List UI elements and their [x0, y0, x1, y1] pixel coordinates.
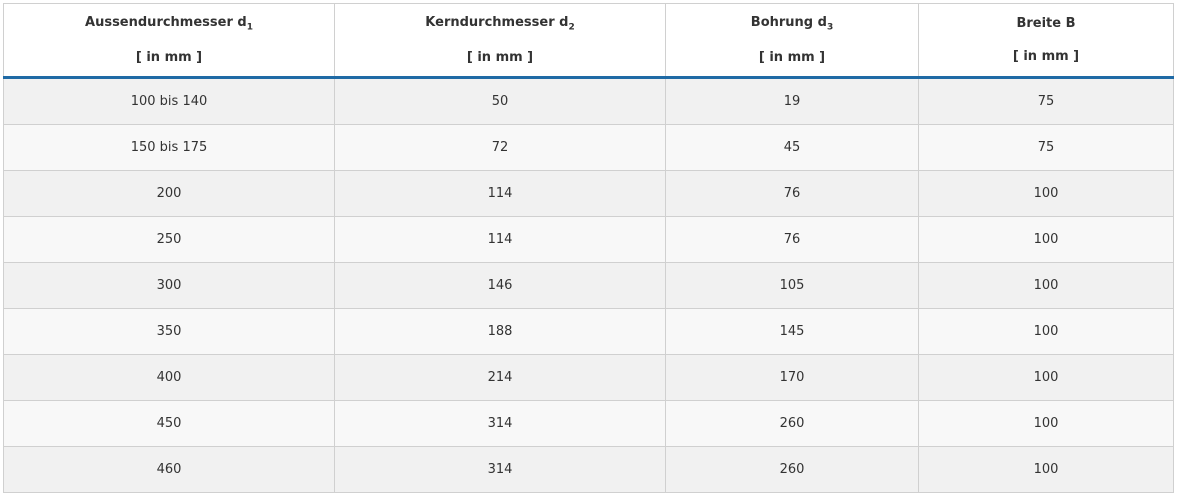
header-subscript: 1 — [246, 22, 253, 33]
table-cell: 170 — [665, 354, 919, 401]
header-label: Breite B — [919, 16, 1173, 31]
table-cell: 100 — [918, 354, 1174, 401]
header-text: Bohrung d — [750, 14, 827, 30]
table-cell: 100 bis 140 — [3, 77, 335, 125]
table-cell: 19 — [665, 77, 919, 125]
table-cell: 50 — [334, 77, 666, 125]
table-cell: 72 — [334, 124, 666, 171]
table-cell: 114 — [334, 216, 666, 263]
table-row: 300 146 105 100 — [3, 262, 1174, 309]
table-cell: 75 — [918, 77, 1174, 125]
table-row: 250 114 76 100 — [3, 216, 1174, 263]
table-cell: 100 — [918, 400, 1174, 447]
table-cell: 100 — [918, 216, 1174, 263]
header-unit: [ in mm ] — [466, 50, 534, 66]
header-cell: Kerndurchmesser d2 [ in mm ] — [334, 3, 666, 79]
header-label: Bohrung d3 — [666, 15, 918, 33]
table-cell: 350 — [3, 308, 335, 355]
table-cell: 314 — [334, 446, 666, 493]
header-text: Breite B — [1016, 16, 1076, 31]
header-row: Aussendurchmesser d1[ in mm ] Kerndurchme… — [3, 3, 1174, 79]
table-row: 460 314 260 100 — [3, 446, 1174, 493]
table-cell: 75 — [918, 124, 1174, 171]
table-cell: 450 — [3, 400, 335, 447]
table-cell: 76 — [665, 170, 919, 217]
header-label: Aussendurchmesser d1 — [4, 15, 334, 33]
header-unit: [ in mm ] — [758, 50, 826, 66]
table-cell: 188 — [334, 308, 666, 355]
table-row: 200 114 76 100 — [3, 170, 1174, 217]
header-subscript: 3 — [826, 22, 834, 33]
table-row: 350 188 145 100 — [3, 308, 1174, 355]
header-cell: Bohrung d3 [ in mm ] — [665, 3, 919, 79]
table-body: 100 bis 140 50 19 75 150 bis 175 72 45 75 200 114… — [3, 77, 1174, 493]
table-cell: 460 — [3, 446, 335, 493]
table-cell: 250 — [3, 216, 335, 263]
table-cell: 100 — [918, 262, 1174, 309]
table-cell: 145 — [665, 308, 919, 355]
header-unit: [ in mm ] — [135, 50, 203, 66]
dimension-table: Aussendurchmesser d1[ in mm ] Kerndurchme… — [3, 3, 1174, 493]
table-cell: 45 — [665, 124, 919, 171]
header-subscript: 2 — [568, 22, 575, 33]
table-cell: 150 bis 175 — [3, 124, 335, 171]
header-cell: Aussendurchmesser d1 [ in mm ] — [3, 3, 335, 79]
header-text: Aussendurchmesser d — [85, 14, 247, 30]
table-cell: 214 — [334, 354, 666, 401]
header-text: Kerndurchmesser d — [425, 14, 569, 30]
table-cell: 260 — [665, 446, 919, 493]
table-row: 150 bis 175 72 45 75 — [3, 124, 1174, 171]
table-cell: 314 — [334, 400, 666, 447]
table-cell: 146 — [334, 262, 666, 309]
table-cell: 100 — [918, 170, 1174, 217]
header-cell: Breite B [ in mm ] — [918, 3, 1174, 79]
table-cell: 300 — [3, 262, 335, 309]
table-cell: 200 — [3, 170, 335, 217]
table-cell: 114 — [334, 170, 666, 217]
table-cell: 76 — [665, 216, 919, 263]
table-cell: 400 — [3, 354, 335, 401]
header-label: Kerndurchmesser d2 — [335, 15, 665, 33]
table-row: 100 bis 140 50 19 75 — [3, 77, 1174, 125]
table-row: 450 314 260 100 — [3, 400, 1174, 447]
table-cell: 100 — [918, 446, 1174, 493]
table-row: 400 214 170 100 — [3, 354, 1174, 401]
table-cell: 100 — [918, 308, 1174, 355]
table-cell: 105 — [665, 262, 919, 309]
table-cell: 260 — [665, 400, 919, 447]
header-unit: [ in mm ] — [1012, 49, 1080, 64]
